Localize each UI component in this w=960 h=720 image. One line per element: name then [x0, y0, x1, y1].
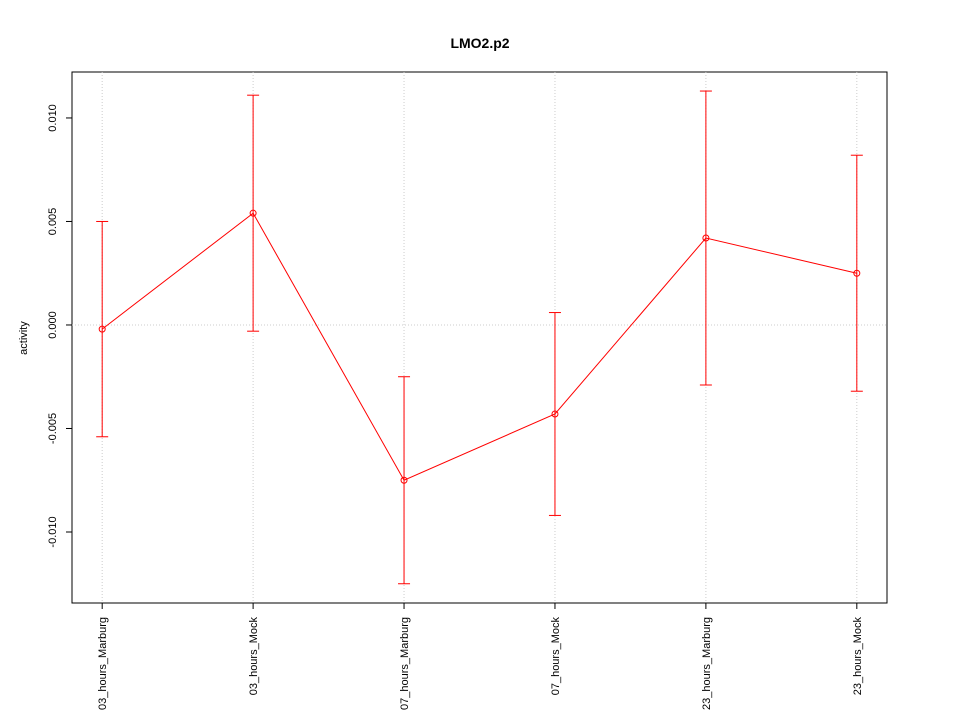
point — [98, 325, 106, 333]
error-bar — [398, 376, 411, 585]
y-tick-label: -0.010 — [47, 516, 59, 547]
x-tick-label: 07_hours_Marburg — [399, 617, 411, 710]
error-bar — [96, 220, 109, 438]
y-axis-label: activity — [18, 321, 30, 355]
point — [853, 269, 861, 277]
y-tick-label: 0.010 — [47, 104, 59, 132]
y-tick-label: 0.005 — [47, 208, 59, 236]
y-tick-label: 0.000 — [47, 311, 59, 339]
point — [551, 410, 559, 418]
chart-title: LMO2.p2 — [450, 35, 509, 51]
data-line — [101, 212, 857, 481]
point — [702, 234, 710, 242]
point — [400, 476, 408, 484]
y-tick-label: -0.005 — [47, 413, 59, 444]
plot-frame — [71, 71, 888, 604]
error-bar — [548, 312, 561, 516]
x-tick-label: 23_hours_Marburg — [701, 617, 713, 710]
x-tick-label: 07_hours_Mock — [550, 617, 562, 696]
error-bar — [699, 90, 712, 386]
x-tick-label: 03_hours_Marburg — [97, 617, 109, 710]
point — [249, 209, 257, 217]
x-tick-label: 23_hours_Mock — [852, 617, 864, 696]
x-tick-label: 03_hours_Mock — [248, 617, 260, 696]
error-bar — [247, 94, 260, 332]
error-bar — [850, 154, 863, 392]
